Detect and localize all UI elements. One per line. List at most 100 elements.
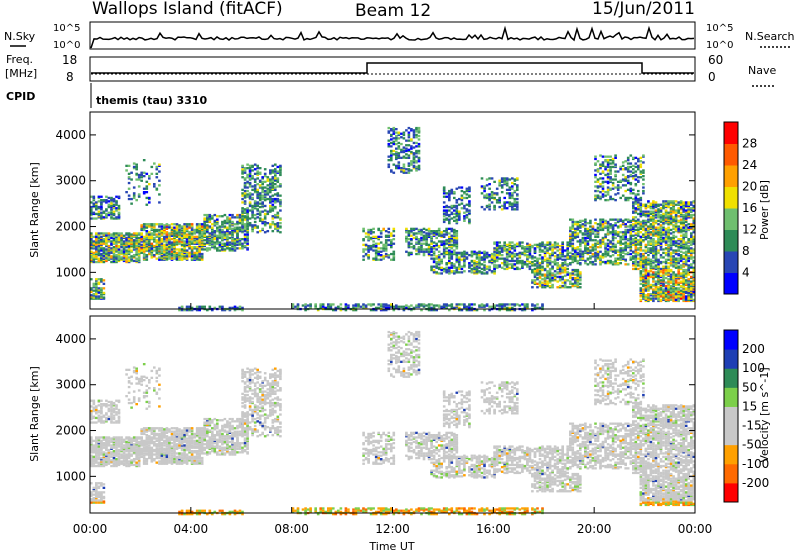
power-point bbox=[155, 233, 159, 236]
power-point bbox=[417, 230, 421, 233]
power-point bbox=[238, 219, 242, 222]
power-point bbox=[397, 141, 401, 145]
power-point bbox=[445, 252, 448, 256]
power-point bbox=[168, 257, 171, 260]
power-point bbox=[657, 235, 660, 238]
power-point bbox=[503, 259, 506, 263]
power-point bbox=[274, 168, 277, 171]
power-point bbox=[649, 286, 653, 289]
power-point bbox=[692, 298, 696, 301]
power-point bbox=[387, 159, 391, 162]
power-point bbox=[253, 204, 257, 208]
power-point bbox=[190, 252, 194, 256]
power-point bbox=[437, 254, 441, 257]
power-point bbox=[269, 204, 272, 208]
power-point bbox=[258, 171, 262, 174]
power-point bbox=[435, 248, 438, 251]
power-point bbox=[551, 276, 554, 280]
power-point bbox=[137, 238, 141, 241]
power-point bbox=[579, 273, 582, 276]
power-point bbox=[453, 216, 456, 219]
power-point bbox=[445, 262, 448, 265]
power-point bbox=[258, 210, 262, 213]
power-point bbox=[569, 234, 572, 237]
power-point bbox=[533, 247, 537, 250]
power-point bbox=[135, 244, 138, 248]
power-point bbox=[231, 216, 234, 219]
power-point bbox=[669, 262, 673, 265]
power-point bbox=[538, 284, 542, 288]
power-point bbox=[690, 232, 693, 235]
power-point bbox=[188, 252, 191, 256]
power-point bbox=[657, 271, 660, 274]
power-point bbox=[241, 225, 244, 228]
power-point bbox=[238, 216, 242, 219]
power-point bbox=[216, 222, 219, 225]
power-point bbox=[674, 259, 678, 263]
power-point bbox=[518, 241, 522, 244]
power-point bbox=[112, 246, 116, 249]
power-point bbox=[127, 250, 131, 253]
power-point bbox=[576, 246, 580, 249]
power-point bbox=[652, 299, 655, 303]
power-point bbox=[140, 240, 143, 243]
power-point bbox=[679, 211, 683, 214]
power-point bbox=[97, 297, 101, 300]
power-point bbox=[657, 282, 660, 285]
power-point bbox=[107, 200, 111, 203]
power-point bbox=[178, 240, 181, 243]
power-point bbox=[160, 230, 164, 233]
power-point bbox=[536, 282, 539, 285]
power-point bbox=[677, 295, 680, 298]
power-point bbox=[420, 228, 423, 232]
power-point bbox=[397, 154, 401, 157]
power-point bbox=[609, 218, 612, 221]
power-point bbox=[132, 232, 136, 235]
power-point bbox=[117, 252, 121, 256]
power-point bbox=[233, 249, 237, 252]
power-point bbox=[412, 131, 416, 134]
power-point bbox=[662, 222, 665, 225]
power-point bbox=[188, 232, 191, 235]
power-point bbox=[236, 213, 239, 217]
power-point bbox=[142, 248, 146, 251]
power-point bbox=[102, 232, 106, 235]
power-point bbox=[185, 255, 189, 258]
power-point bbox=[410, 230, 413, 233]
power-point bbox=[483, 264, 486, 267]
power-point bbox=[614, 232, 617, 235]
power-point bbox=[236, 240, 239, 243]
power-point bbox=[112, 204, 116, 208]
power-point bbox=[142, 171, 146, 174]
power-point bbox=[483, 255, 486, 258]
power-point bbox=[241, 164, 244, 167]
power-point bbox=[548, 278, 552, 281]
power-point bbox=[120, 256, 123, 259]
power-point bbox=[415, 149, 418, 153]
power-point bbox=[448, 270, 451, 273]
power-point bbox=[160, 240, 164, 243]
power-point bbox=[690, 209, 693, 212]
nave-tick-0: 0 bbox=[708, 70, 716, 84]
power-point bbox=[440, 232, 443, 235]
power-point bbox=[619, 249, 622, 252]
power-point bbox=[132, 239, 136, 242]
power-point bbox=[667, 219, 670, 222]
power-point bbox=[558, 252, 562, 256]
power-point bbox=[659, 207, 663, 210]
power-point bbox=[692, 286, 696, 289]
power-point bbox=[682, 286, 685, 289]
power-point bbox=[624, 252, 627, 256]
power-point bbox=[150, 247, 154, 250]
power-point bbox=[95, 257, 98, 260]
power-point bbox=[591, 252, 595, 256]
power-point bbox=[407, 126, 411, 130]
power-point bbox=[226, 241, 229, 244]
power-point bbox=[445, 242, 448, 245]
power-point bbox=[455, 222, 459, 225]
power-point bbox=[105, 248, 108, 251]
power-point bbox=[200, 223, 204, 226]
power-point bbox=[682, 260, 685, 264]
power-point bbox=[581, 250, 585, 253]
power-point bbox=[445, 240, 448, 243]
